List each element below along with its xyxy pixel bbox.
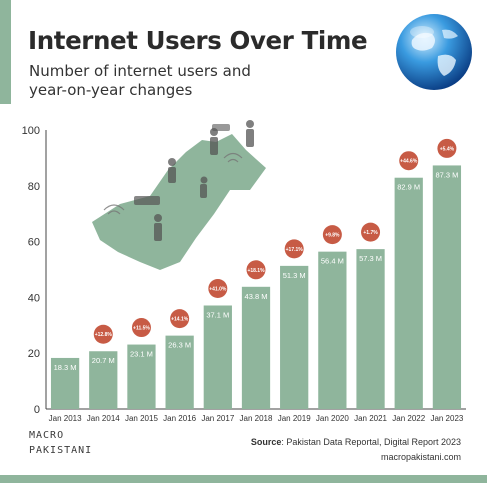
- y-tick-label: 60: [28, 237, 40, 249]
- bar: [165, 335, 194, 409]
- yoy-change-label: +41.0%: [209, 286, 227, 292]
- yoy-change-label: +5.4%: [440, 146, 455, 152]
- brand-line-1: MACRO: [29, 430, 65, 441]
- bar: [89, 351, 118, 409]
- source-text: : Pakistan Data Reportal, Digital Report…: [281, 437, 461, 447]
- y-tick-label: 0: [34, 404, 40, 416]
- yoy-change-label: +9.8%: [325, 233, 340, 239]
- x-tick-label: Jan 2021: [354, 414, 387, 423]
- data-label: 18.3 M: [54, 363, 77, 372]
- data-label: 37.1 M: [206, 310, 229, 319]
- yoy-change-label: +1.7%: [363, 230, 378, 236]
- y-tick-label: 40: [28, 292, 40, 304]
- data-label: 57.3 M: [359, 254, 382, 263]
- x-axis: Jan 2013 Jan 2014 Jan 2015 Jan 2016 Jan 2017…: [49, 414, 464, 423]
- bar: [50, 357, 80, 409]
- x-tick-label: Jan 2013: [49, 414, 82, 423]
- data-label: 51.3 M: [283, 271, 306, 280]
- x-tick-label: Jan 2020: [316, 414, 349, 423]
- yoy-badge: [437, 138, 457, 158]
- data-label: 23.1 M: [130, 350, 153, 359]
- data-label: 20.7 M: [92, 356, 115, 365]
- yoy-change-label: +14.1%: [171, 317, 189, 323]
- x-tick-label: Jan 2022: [392, 414, 425, 423]
- x-tick-label: Jan 2019: [278, 414, 311, 423]
- chart-title: Internet Users Over Time: [28, 26, 368, 55]
- accent-bar-left: [0, 0, 11, 104]
- yoy-badge: [361, 222, 381, 242]
- data-label: 82.9 M: [397, 183, 420, 192]
- x-tick-label: Jan 2023: [430, 414, 463, 423]
- bar: [280, 265, 309, 409]
- data-label: 43.8 M: [245, 292, 268, 301]
- yoy-badge: [246, 260, 266, 280]
- bar: [356, 249, 385, 409]
- bar: [127, 344, 156, 409]
- chart-subtitle-line-2: year-on-year changes: [29, 81, 193, 99]
- bar: [203, 305, 232, 409]
- data-label: 87.3 M: [435, 170, 458, 179]
- data-label: 56.4 M: [321, 257, 344, 266]
- yoy-change-badges: +12.8% +11.5% +14.1% +41.0% +18.1% +17.1% +9.8…: [93, 138, 457, 344]
- yoy-badge: [93, 324, 113, 344]
- x-tick-label: Jan 2017: [201, 414, 234, 423]
- y-tick-label: 80: [28, 181, 40, 193]
- x-tick-label: Jan 2016: [163, 414, 196, 423]
- data-label: 26.3 M: [168, 341, 191, 350]
- yoy-change-label: +11.5%: [133, 326, 150, 332]
- yoy-change-label: +12.8%: [95, 332, 113, 338]
- x-tick-label: Jan 2014: [87, 414, 120, 423]
- yoy-badge: [208, 278, 228, 298]
- yoy-change-label: +17.1%: [286, 247, 304, 253]
- globe-icon: [396, 14, 472, 90]
- chart-subtitle-line-1: Number of internet users and: [29, 62, 251, 80]
- source-note: Source: Pakistan Data Reportal, Digital …: [251, 437, 461, 447]
- accent-bar-bottom: [0, 475, 487, 483]
- y-tick-label: 100: [22, 125, 40, 137]
- brand-line-2: PAKISTANI: [29, 445, 93, 456]
- website-url[interactable]: macropakistani.com: [380, 452, 461, 462]
- bar: [318, 251, 347, 409]
- yoy-badge: [284, 239, 304, 259]
- map-illustration: [92, 120, 266, 270]
- yoy-badge: [131, 318, 151, 338]
- yoy-change-label: +44.6%: [400, 159, 418, 165]
- bar: [432, 165, 462, 409]
- y-tick-label: 20: [28, 348, 40, 360]
- yoy-badge: [170, 309, 190, 329]
- yoy-badge: [399, 151, 419, 171]
- bar: [394, 177, 423, 409]
- x-tick-label: Jan 2015: [125, 414, 158, 423]
- yoy-badge: [322, 225, 342, 245]
- brand-logo: MACRO PAKISTANI: [29, 430, 109, 462]
- x-tick-label: Jan 2018: [240, 414, 273, 423]
- bar: [241, 286, 271, 409]
- bars: [50, 165, 462, 409]
- source-label: Source: [250, 437, 282, 447]
- value-labels: 18.3 M 20.7 M 23.1 M 26.3 M 37.1 M 43.8 M 51.3…: [54, 170, 459, 372]
- yoy-change-label: +18.1%: [247, 268, 265, 274]
